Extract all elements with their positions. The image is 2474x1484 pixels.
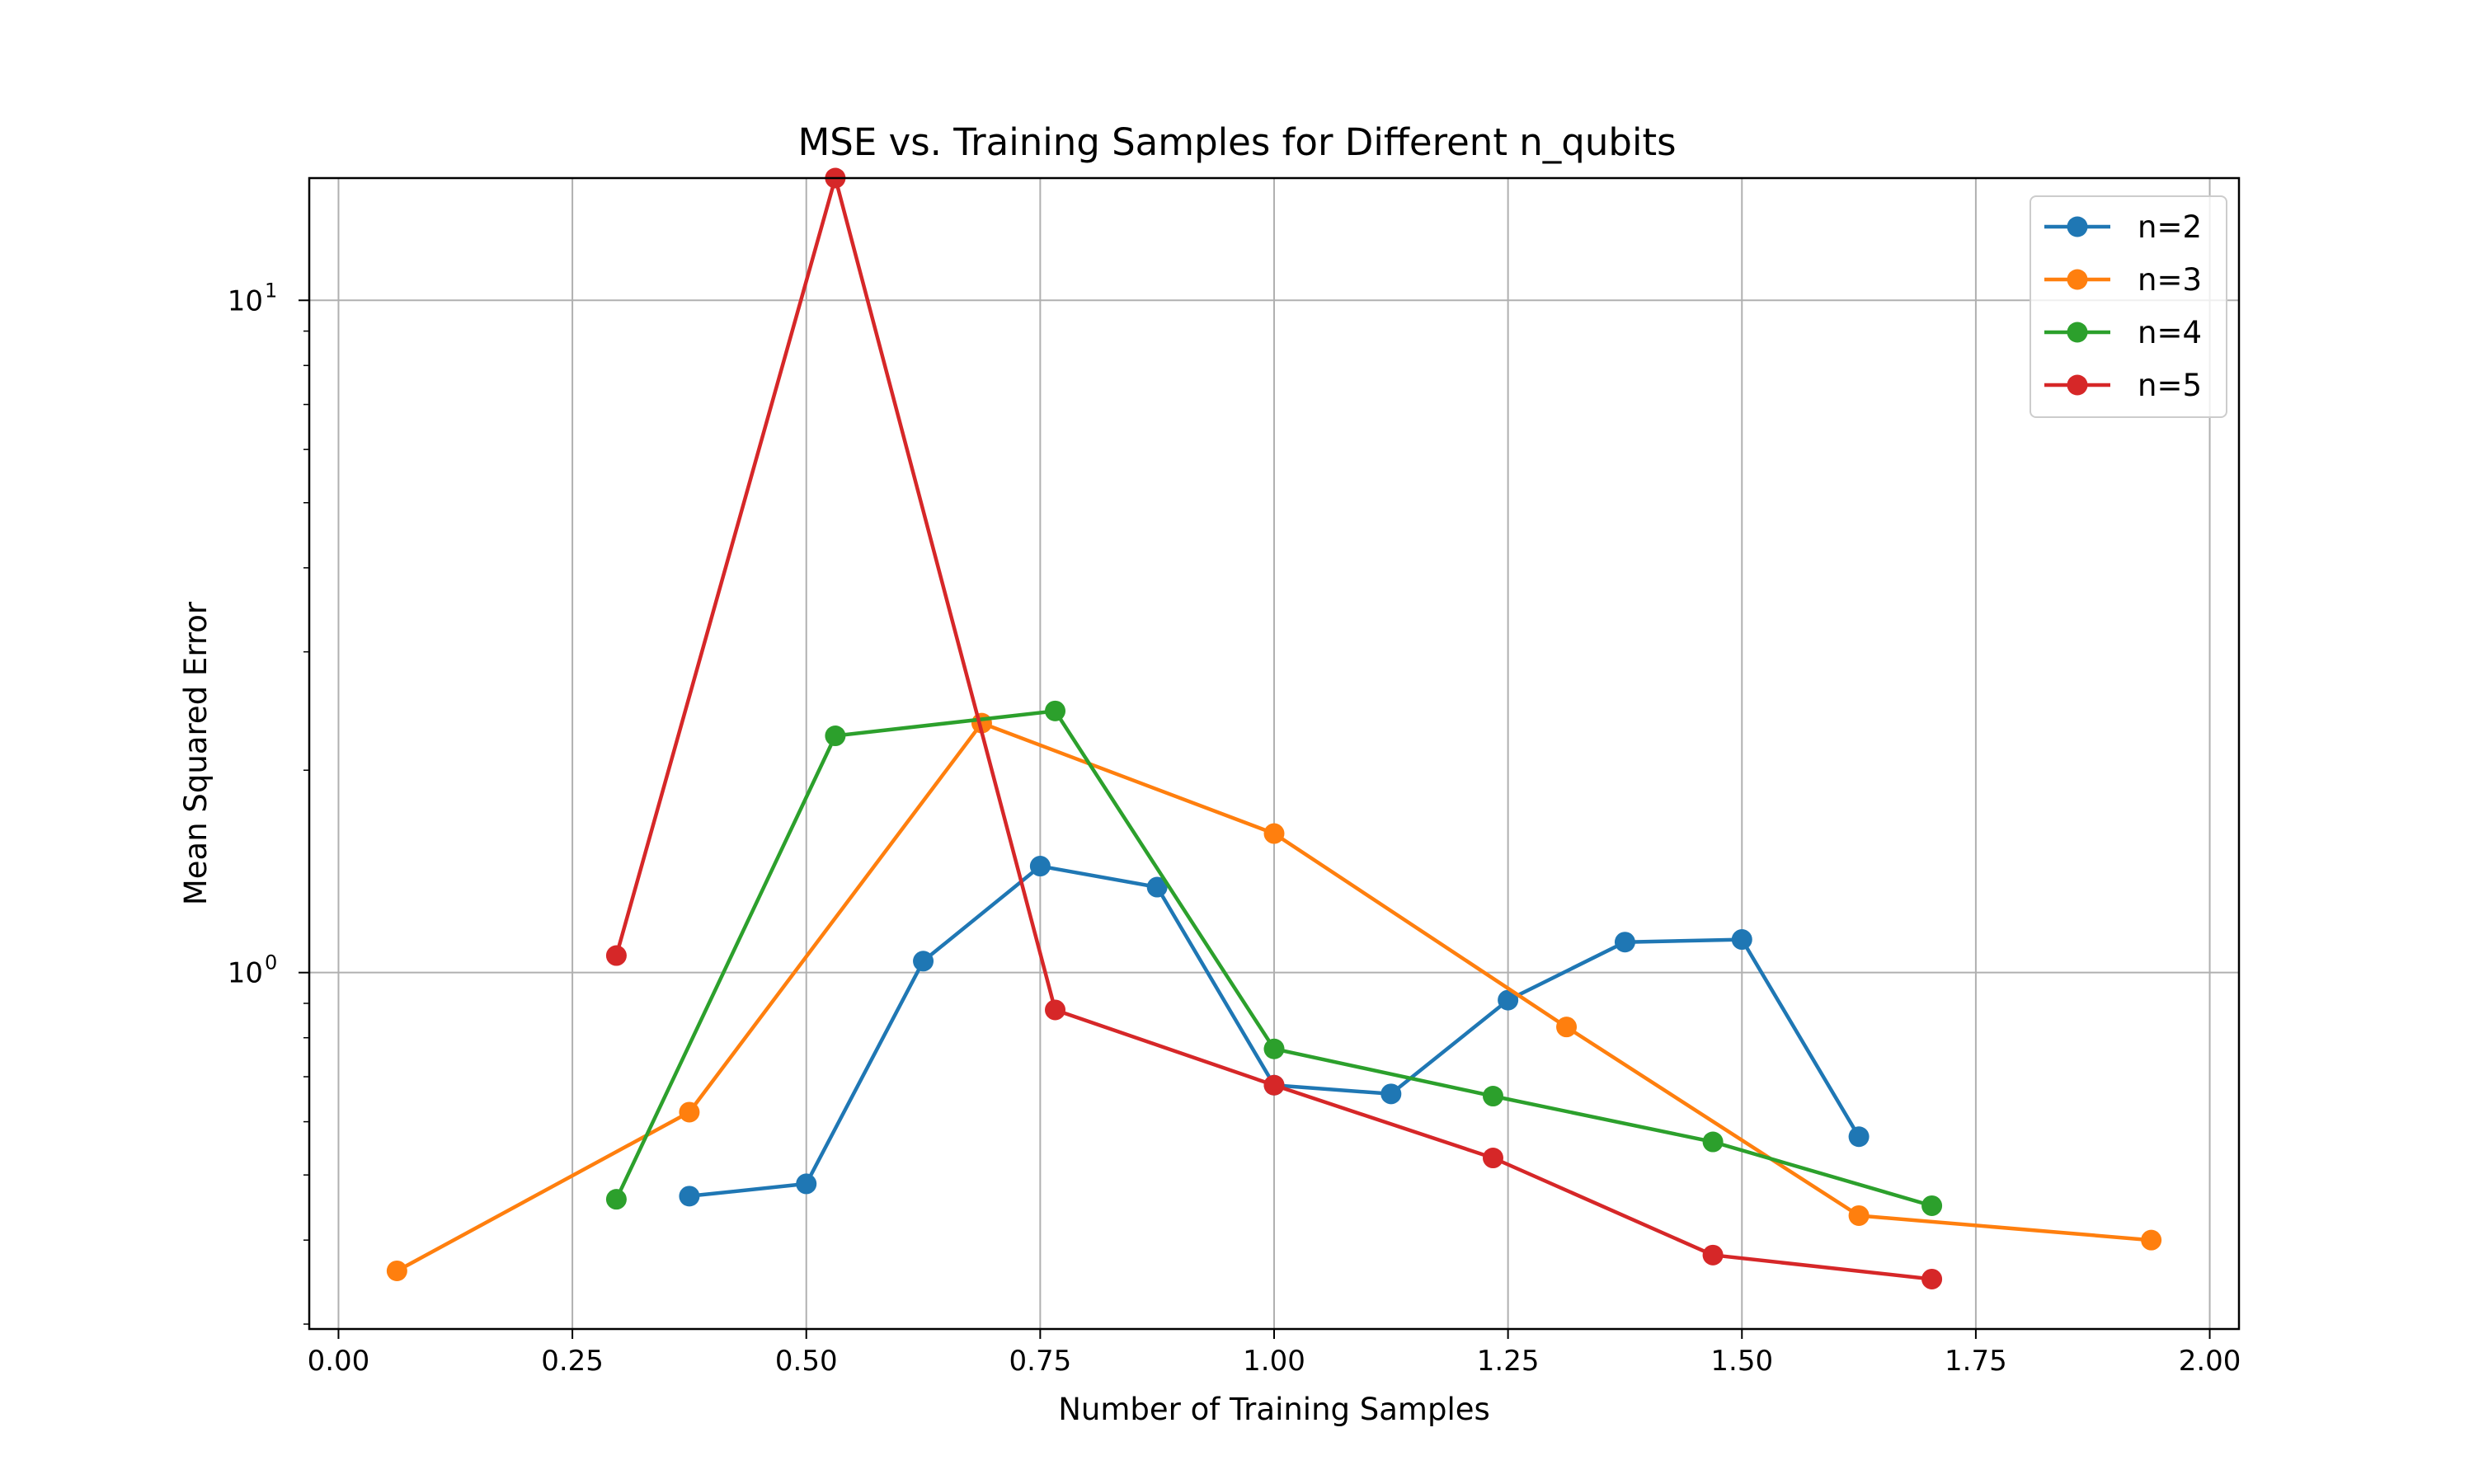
- x-tick-label: 0.00: [308, 1345, 370, 1378]
- data-point: [679, 1186, 700, 1207]
- data-point: [605, 1189, 627, 1210]
- data-point: [1702, 1131, 1724, 1153]
- data-point: [1921, 1195, 1943, 1216]
- data-point: [1263, 1038, 1285, 1059]
- data-point: [1498, 989, 1519, 1011]
- data-point: [1556, 1017, 1578, 1038]
- series-n3: [386, 712, 2162, 1281]
- legend-label: n=3: [2138, 262, 2202, 298]
- data-point: [1614, 932, 1635, 953]
- data-point: [796, 1173, 817, 1195]
- legend-item: n=3: [2044, 262, 2202, 298]
- y-tick-label: 10: [228, 957, 263, 990]
- legend-swatch-marker: [2067, 322, 2088, 343]
- x-tick-label: 1.25: [1477, 1345, 1540, 1378]
- legend-swatch-marker: [2067, 374, 2088, 396]
- x-tick-label: 0.50: [775, 1345, 838, 1378]
- data-point: [1045, 999, 1066, 1021]
- data-point: [1380, 1083, 1402, 1105]
- data-point: [1702, 1244, 1724, 1266]
- legend-item: n=4: [2044, 315, 2202, 350]
- legend-box: [2030, 195, 2227, 418]
- legend: n=2 n=3 n=4 n=5: [2030, 195, 2227, 418]
- series-n4: [605, 700, 1943, 1216]
- y-tick-exponent: 0: [265, 951, 277, 974]
- x-tick-label: 0.25: [541, 1345, 604, 1378]
- legend-item: n=5: [2044, 368, 2202, 403]
- y-axis-label: Mean Squared Error: [178, 601, 214, 905]
- data-point: [1029, 856, 1051, 877]
- data-point: [825, 726, 846, 747]
- x-tick-label: 2.00: [2179, 1345, 2241, 1378]
- data-point: [679, 1101, 700, 1123]
- y-tick-label: 10: [228, 284, 263, 317]
- data-point: [1482, 1148, 1503, 1169]
- grid-lines: [309, 178, 2239, 1329]
- legend-label: n=2: [2138, 209, 2202, 245]
- data-point: [1263, 823, 1285, 844]
- data-point: [1045, 700, 1066, 721]
- legend-swatch-marker: [2067, 269, 2088, 290]
- x-tick-label: 0.75: [1009, 1345, 1072, 1378]
- chart-title: MSE vs. Training Samples for Different n…: [797, 120, 1676, 164]
- x-tick-label: 1.50: [1710, 1345, 1773, 1378]
- data-point: [605, 945, 627, 966]
- data-point: [2141, 1229, 2162, 1251]
- legend-item: n=2: [2044, 209, 2202, 245]
- legend-swatch-marker: [2067, 216, 2088, 237]
- legend-label: n=5: [2138, 368, 2202, 403]
- data-point: [1263, 1074, 1285, 1096]
- data-point: [1146, 876, 1168, 898]
- data-point: [1848, 1126, 1870, 1148]
- x-tick-label: 1.00: [1243, 1345, 1305, 1378]
- y-tick-exponent: 1: [265, 279, 277, 302]
- series-layer: [386, 167, 2162, 1289]
- data-point: [386, 1260, 407, 1281]
- data-point: [913, 951, 934, 972]
- data-point: [1848, 1205, 1870, 1226]
- legend-label: n=4: [2138, 315, 2202, 350]
- data-point: [1921, 1268, 1943, 1289]
- data-point: [1482, 1086, 1503, 1107]
- x-tick-label: 1.75: [1945, 1345, 2007, 1378]
- data-point: [1731, 929, 1752, 951]
- x-axis-ticks: 0.00 0.25 0.50 0.75 1.00 1.25 1.50 1.75 2.00: [308, 1329, 2241, 1378]
- x-axis-label: Number of Training Samples: [1058, 1392, 1490, 1427]
